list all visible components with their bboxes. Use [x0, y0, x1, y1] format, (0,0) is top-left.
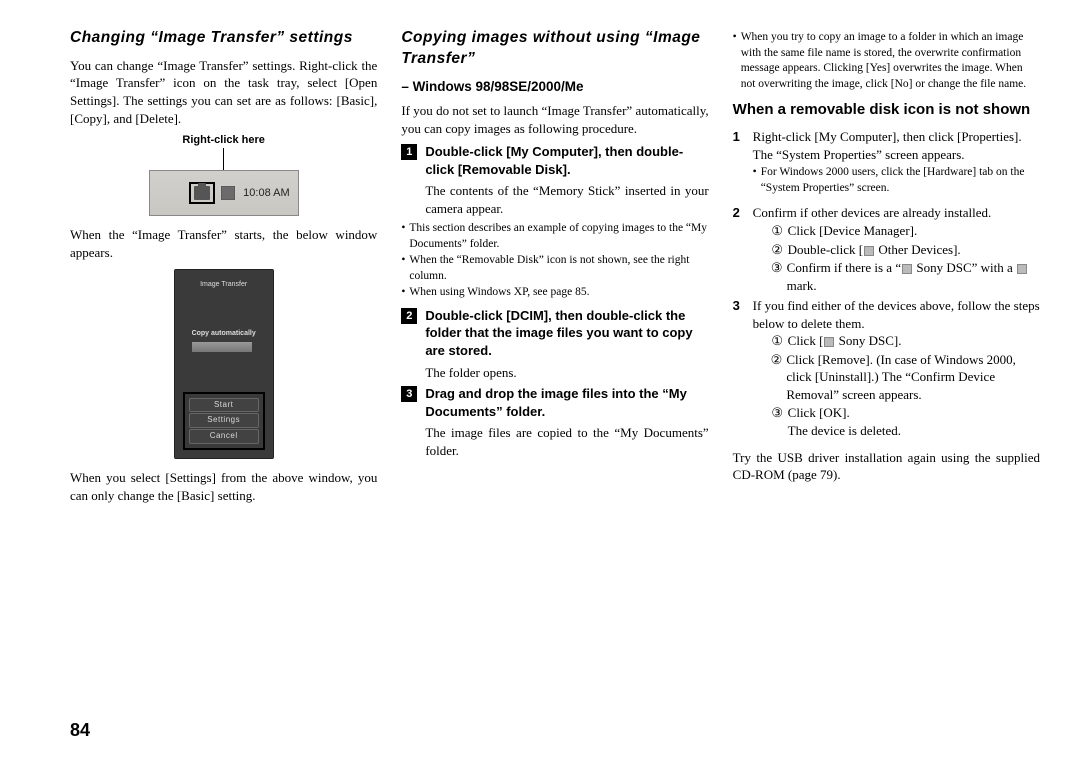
col1-heading: Changing “Image Transfer” settings: [70, 28, 377, 49]
note: This section describes an example of cop…: [409, 221, 708, 252]
device-icon: [824, 337, 834, 347]
col3-heading: When a removable disk icon is not shown: [733, 100, 1040, 120]
step3-body: The image files are copied to the “My Do…: [425, 424, 708, 459]
page-number: 84: [70, 718, 90, 742]
note: When you try to copy an image to a folde…: [741, 30, 1040, 92]
step-3-text: Drag and drop the image files into the “…: [425, 385, 708, 420]
col2-p1: If you do not set to launch “Image Trans…: [401, 102, 708, 137]
image-transfer-window: Image Transfer Copy automatically Start …: [174, 269, 274, 459]
circled-3-icon: ③: [771, 404, 784, 439]
col2-heading: Copying images without using “Image Tran…: [401, 28, 708, 70]
n1-b: The “System Properties” screen appears.: [753, 147, 965, 162]
step-1-text: Double-click [My Computer], then double-…: [425, 143, 708, 178]
col3-last-p: Try the USB driver installation again us…: [733, 449, 1040, 484]
step-number-icon: 3: [401, 386, 417, 402]
pointer-line: [223, 148, 224, 170]
step-2: 2 Double-click [DCIM], then double-click…: [401, 307, 708, 360]
n3-c3: Click [OK].The device is deleted.: [788, 404, 901, 439]
circled-1-icon: ①: [771, 332, 784, 350]
col3-top-note: When you try to copy an image to a folde…: [733, 30, 1040, 92]
circled-3-icon: ③: [771, 259, 783, 294]
n3-text: If you find either of the devices above,…: [753, 298, 1040, 331]
n2-c2: Double-click [ Other Devices].: [788, 241, 961, 259]
step-1: 1 Double-click [My Computer], then doubl…: [401, 143, 708, 178]
phone-copy-label: Copy automatically: [192, 329, 256, 338]
cancel-button[interactable]: Cancel: [189, 429, 259, 444]
camera-icon: [194, 186, 210, 200]
col2-subhead: – Windows 98/98SE/2000/Me: [401, 78, 708, 96]
n3-c2: Click [Remove]. (In case of Windows 2000…: [786, 351, 1040, 404]
mark-icon: [1017, 264, 1027, 274]
circled-2-icon: ②: [771, 241, 784, 259]
task-tray: 10:08 AM: [149, 170, 299, 216]
step-number-icon: 2: [401, 308, 417, 324]
image-transfer-tray-icon[interactable]: [189, 182, 215, 204]
step2-body: The folder opens.: [425, 364, 708, 382]
phone-button-group: Start Settings Cancel: [183, 392, 265, 450]
col2-notes: This section describes an example of cop…: [401, 221, 708, 301]
step1-body: The contents of the “Memory Stick” inser…: [425, 182, 708, 217]
n2-c3: Confirm if there is a “ Sony DSC” with a…: [787, 259, 1040, 294]
tray-icon: [221, 186, 235, 200]
device-icon: [864, 246, 874, 256]
phone-bar-icon: [192, 342, 252, 352]
start-button[interactable]: Start: [189, 398, 259, 413]
step-2-text: Double-click [DCIM], then double-click t…: [425, 307, 708, 360]
step-number-icon: 1: [401, 144, 417, 160]
n3-c1: Click [ Sony DSC].: [788, 332, 902, 350]
n1-note: For Windows 2000 users, click the [Hardw…: [761, 165, 1040, 196]
n2-c1: Click [Device Manager].: [788, 222, 918, 240]
col1-p3: When you select [Settings] from the abov…: [70, 469, 377, 504]
circled-1-icon: ①: [771, 222, 784, 240]
col1-p2: When the “Image Transfer” starts, the be…: [70, 226, 377, 261]
n1-a: Right-click [My Computer], then click [P…: [753, 129, 1022, 144]
note: When the “Removable Disk” icon is not sh…: [409, 253, 708, 284]
numbered-step-3: 3 If you find either of the devices abov…: [733, 297, 1040, 440]
col1-p1: You can change “Image Transfer” settings…: [70, 57, 377, 127]
numbered-step-1: 1 Right-click [My Computer], then click …: [733, 128, 1040, 202]
tray-time: 10:08 AM: [243, 186, 289, 201]
device-icon: [902, 264, 912, 274]
settings-button[interactable]: Settings: [189, 413, 259, 428]
right-click-label: Right-click here: [70, 133, 377, 148]
step-3: 3 Drag and drop the image files into the…: [401, 385, 708, 420]
circled-2-icon: ②: [771, 351, 783, 404]
note: When using Windows XP, see page 85.: [409, 285, 589, 301]
numbered-step-2: 2 Confirm if other devices are already i…: [733, 204, 1040, 295]
n2-text: Confirm if other devices are already ins…: [753, 205, 992, 220]
phone-title: Image Transfer: [183, 280, 265, 289]
